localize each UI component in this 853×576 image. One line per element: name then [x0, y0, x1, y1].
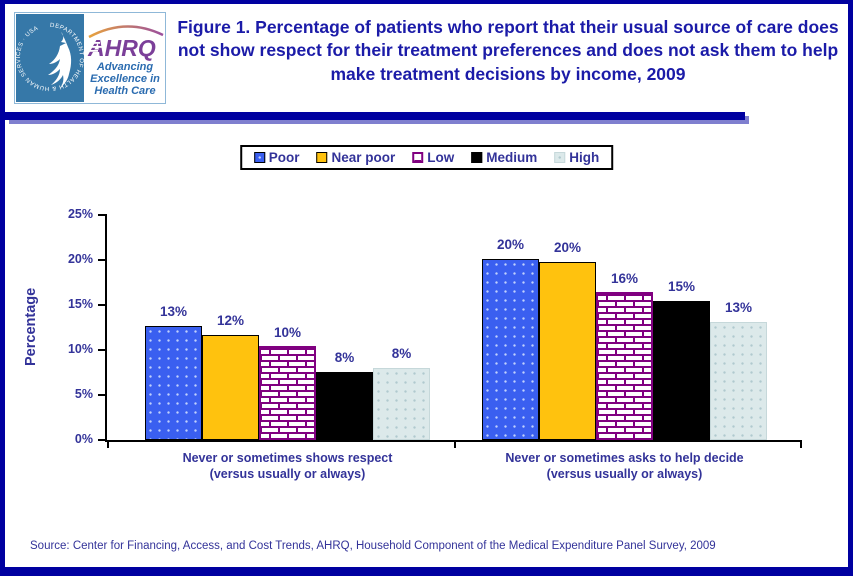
bar-value-label: 12% — [216, 313, 245, 328]
ahrq-tagline: Advancing Excellence in Health Care — [90, 61, 160, 97]
x-axis-tick — [454, 440, 456, 448]
y-axis-tick-label: 5% — [74, 387, 93, 401]
y-axis-title: Percentage — [23, 287, 39, 367]
legend-swatch-nearpoor-icon — [316, 152, 328, 163]
legend-item-low: Low — [412, 150, 454, 165]
bar-value-label: 20% — [496, 237, 525, 252]
category-label-line2: (versus usually or always) — [209, 467, 366, 482]
category-label-line1: Never or sometimes asks to help decide — [505, 451, 744, 465]
bar-nearpoor-group1: 12% — [202, 313, 259, 440]
legend-item-nearpoor: Near poor — [316, 150, 395, 165]
hhs-seal-background — [16, 14, 84, 102]
ahrq-logo-icon: DEPARTMENT OF HEALTH & HUMAN SERVICES · … — [14, 12, 166, 104]
ahrq-stripe — [87, 46, 102, 48]
source-note: Source: Center for Financing, Access, an… — [30, 540, 716, 552]
x-axis-tick — [107, 440, 109, 448]
y-axis-tick — [98, 394, 107, 396]
bar-low-group1: 10% — [259, 325, 316, 440]
ahrq-arc-icon — [88, 25, 164, 39]
ahrq-wordmark: AHRQ — [87, 35, 156, 61]
legend-label: Poor — [268, 150, 300, 165]
legend-label: Near poor — [331, 150, 396, 165]
bar-low-group2: 16% — [596, 271, 653, 440]
plot-area: 0% 5% 10% 15% 20% 25% 13% 12% 10% 8% 8% Never or so… — [68, 207, 802, 481]
bar-group-2: 20% 20% 16% 15% 13% — [482, 237, 767, 440]
legend-swatch-low-icon — [412, 152, 424, 163]
ahrq-hhs-logo: DEPARTMENT OF HEALTH & HUMAN SERVICES · … — [14, 12, 166, 104]
category-label-line1: Never or sometimes shows respect — [182, 451, 393, 465]
page-title: Figure 1. Percentage of patients who rep… — [177, 17, 839, 84]
legend: Poor Near poor Low Medium High — [239, 145, 614, 170]
svg-text:Advancing: Advancing — [96, 61, 154, 73]
legend-label: Medium — [486, 150, 538, 165]
y-axis-tick-label: 10% — [67, 342, 93, 356]
bar-value-label: 8% — [391, 346, 412, 361]
legend-item-medium: Medium — [471, 150, 537, 165]
bar-medium-group2: 15% — [653, 279, 710, 440]
header-divider — [5, 112, 745, 120]
category-label-line2: (versus usually or always) — [546, 467, 703, 482]
ahrq-stripe — [87, 42, 100, 44]
bar-poor-group1: 13% — [145, 304, 202, 440]
category-label-2: Never or sometimes asks to help decide (v… — [445, 450, 805, 483]
bar-value-label: 20% — [553, 240, 582, 255]
svg-text:Excellence in: Excellence in — [90, 73, 160, 85]
legend-swatch-medium-icon — [471, 152, 483, 163]
y-axis-tick — [98, 349, 107, 351]
y-axis-tick — [98, 214, 107, 216]
bar-high-group1: 8% — [373, 346, 430, 440]
bar-group-1: 13% 12% 10% 8% 8% — [145, 304, 430, 440]
bar-value-label: 10% — [273, 325, 302, 340]
bar-value-label: 15% — [667, 279, 696, 294]
y-axis-tick-label: 0% — [74, 432, 93, 446]
y-axis-tick-label: 15% — [67, 297, 93, 311]
legend-swatch-poor-icon — [253, 152, 265, 163]
ahrq-stripe — [87, 50, 98, 52]
y-axis-tick — [98, 304, 107, 306]
x-axis-tick — [800, 440, 802, 448]
bar-medium-group1: 8% — [316, 350, 373, 440]
legend-item-poor: Poor — [253, 150, 300, 165]
category-label-1: Never or sometimes shows respect (versus … — [108, 450, 468, 483]
y-axis-tick — [98, 259, 107, 261]
bar-value-label: 13% — [724, 300, 753, 315]
svg-text:Health Care: Health Care — [94, 85, 155, 97]
legend-label: Low — [427, 150, 455, 165]
y-axis-tick — [98, 439, 107, 441]
bar-value-label: 8% — [334, 350, 355, 365]
legend-swatch-high-icon — [554, 152, 566, 163]
hhs-eagle-icon — [48, 32, 72, 88]
legend-item-high: High — [554, 150, 599, 165]
bar-nearpoor-group2: 20% — [539, 240, 596, 440]
legend-label: High — [569, 150, 600, 165]
y-axis-tick-label: 25% — [67, 207, 93, 221]
bar-value-label: 13% — [159, 304, 188, 319]
bar-value-label: 16% — [610, 271, 639, 286]
y-axis-tick-label: 20% — [67, 252, 93, 266]
bar-high-group2: 13% — [710, 300, 767, 440]
bar-poor-group2: 20% — [482, 237, 539, 440]
